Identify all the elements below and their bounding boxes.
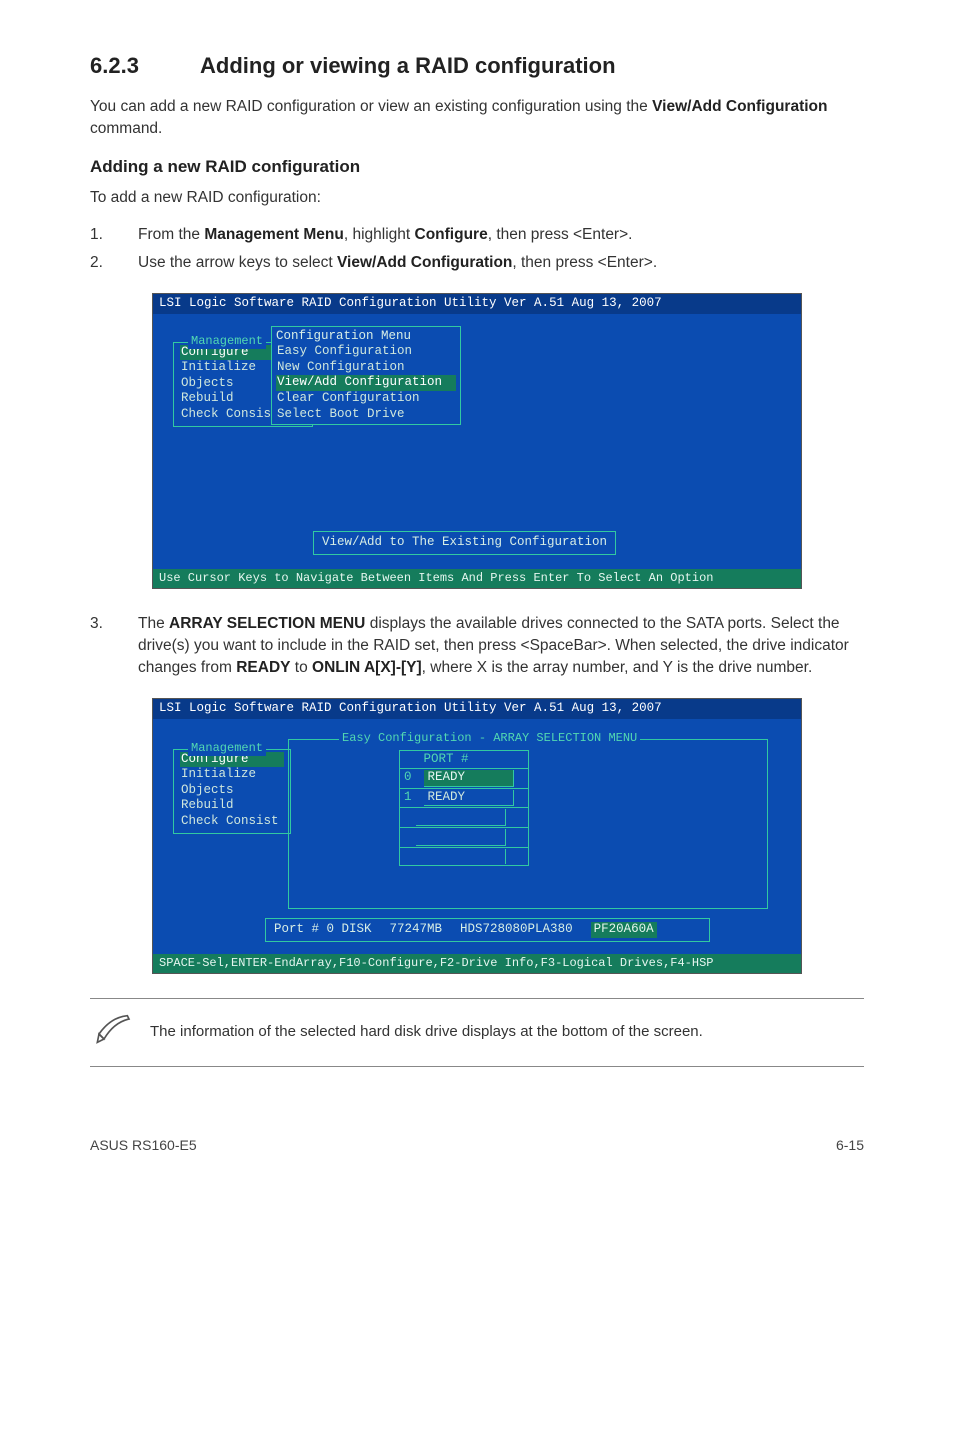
port-row-empty: [400, 848, 528, 866]
bold: Configure: [415, 226, 488, 243]
bios-footer: Use Cursor Keys to Navigate Between Item…: [153, 569, 801, 588]
bold: READY: [236, 659, 290, 676]
section-number: 6.2.3: [90, 50, 200, 82]
port-table: PORT # 0 READY 1 READY: [399, 750, 529, 867]
port-row-empty: [400, 828, 528, 848]
subheading: Adding a new RAID configuration: [90, 155, 864, 180]
intro-paragraph: You can add a new RAID configuration or …: [90, 96, 864, 141]
port-row-empty: [400, 808, 528, 828]
status-firmware: PF20A60A: [591, 922, 657, 938]
step-text: Use the arrow keys to select View/Add Co…: [138, 252, 864, 274]
bold: ARRAY SELECTION MENU: [169, 615, 365, 632]
footer-left: ASUS RS160-E5: [90, 1135, 197, 1155]
management-title: Management: [188, 334, 266, 349]
status-model: HDS728080PLA380: [460, 922, 573, 938]
configuration-menu: Configuration Menu Easy Configuration Ne…: [271, 326, 461, 426]
easy-config-title: Easy Configuration - ARRAY SELECTION MEN…: [339, 731, 640, 746]
port-index: 1: [404, 790, 416, 806]
status-port: Port # 0 DISK: [274, 922, 372, 938]
port-state: READY: [424, 770, 514, 787]
bios-hint: View/Add to The Existing Configuration: [313, 531, 616, 555]
text: , then press <Enter>.: [512, 254, 657, 271]
text: , where X is the array number, and Y is …: [422, 659, 813, 676]
text: From the: [138, 226, 204, 243]
menu-item-check-consist[interactable]: Check Consist: [180, 814, 284, 830]
easy-config-panel: Easy Configuration - ARRAY SELECTION MEN…: [288, 739, 768, 909]
bios-footer: SPACE-Sel,ENTER-EndArray,F10-Configure,F…: [153, 954, 801, 973]
bios-body: Management Configure Initialize Objects …: [153, 314, 801, 569]
text: The: [138, 615, 169, 632]
cfg-item-select-boot[interactable]: Select Boot Drive: [276, 407, 456, 423]
step-text: From the Management Menu, highlight Conf…: [138, 224, 864, 246]
cfg-item-view-add[interactable]: View/Add Configuration: [276, 375, 456, 391]
step-number: 3.: [90, 613, 138, 680]
note-callout: The information of the selected hard dis…: [90, 998, 864, 1067]
bios-screenshot-2: LSI Logic Software RAID Configuration Ut…: [152, 698, 802, 974]
bold: Management Menu: [204, 226, 344, 243]
note-text: The information of the selected hard dis…: [150, 1021, 860, 1043]
bold: ONLIN A[X]-[Y]: [312, 659, 422, 676]
bios-header: LSI Logic Software RAID Configuration Ut…: [153, 699, 801, 719]
note-icon: [94, 1009, 150, 1056]
management-menu: Management Configure Initialize Objects …: [173, 749, 291, 834]
port-index: 0: [404, 770, 416, 786]
status-size: 77247MB: [390, 922, 443, 938]
page-footer: ASUS RS160-E5 6-15: [90, 1127, 864, 1155]
port-row-0[interactable]: 0 READY: [400, 769, 528, 789]
step-3: 3. The ARRAY SELECTION MENU displays the…: [90, 613, 864, 680]
menu-item-initialize[interactable]: Initialize: [180, 767, 284, 783]
bios-screenshot-1: LSI Logic Software RAID Configuration Ut…: [152, 293, 802, 589]
cfg-item-clear[interactable]: Clear Configuration: [276, 391, 456, 407]
cfg-item-new[interactable]: New Configuration: [276, 360, 456, 376]
text: , highlight: [344, 226, 415, 243]
bold: View/Add Configuration: [337, 254, 512, 271]
step-2: 2. Use the arrow keys to select View/Add…: [90, 252, 864, 274]
step-1: 1. From the Management Menu, highlight C…: [90, 224, 864, 246]
intro-bold: View/Add Configuration: [652, 98, 827, 115]
section-title-text: Adding or viewing a RAID configuration: [200, 53, 616, 78]
blank: [404, 752, 416, 768]
step-number: 1.: [90, 224, 138, 246]
step-number: 2.: [90, 252, 138, 274]
footer-right: 6-15: [836, 1135, 864, 1155]
intro-text-b: command.: [90, 120, 162, 137]
port-state: READY: [424, 790, 514, 807]
management-title: Management: [188, 741, 266, 756]
text: to: [290, 659, 312, 676]
configuration-title: Configuration Menu: [276, 329, 411, 343]
subintro: To add a new RAID configuration:: [90, 187, 864, 209]
menu-item-rebuild[interactable]: Rebuild: [180, 798, 284, 814]
bios-header: LSI Logic Software RAID Configuration Ut…: [153, 294, 801, 314]
pencil-note-icon: [94, 1009, 134, 1049]
step-text: The ARRAY SELECTION MENU displays the av…: [138, 613, 864, 680]
section-heading: 6.2.3Adding or viewing a RAID configurat…: [90, 50, 864, 82]
intro-text-a: You can add a new RAID configuration or …: [90, 98, 652, 115]
port-header: PORT #: [424, 752, 469, 766]
text: , then press <Enter>.: [488, 226, 633, 243]
cfg-item-easy[interactable]: Easy Configuration: [276, 344, 456, 360]
menu-item-objects[interactable]: Objects: [180, 783, 284, 799]
drive-status-bar: Port # 0 DISK 77247MB HDS728080PLA380 PF…: [265, 918, 710, 942]
bios-body: Management Configure Initialize Objects …: [153, 719, 801, 954]
port-row-1[interactable]: 1 READY: [400, 789, 528, 809]
text: Use the arrow keys to select: [138, 254, 337, 271]
